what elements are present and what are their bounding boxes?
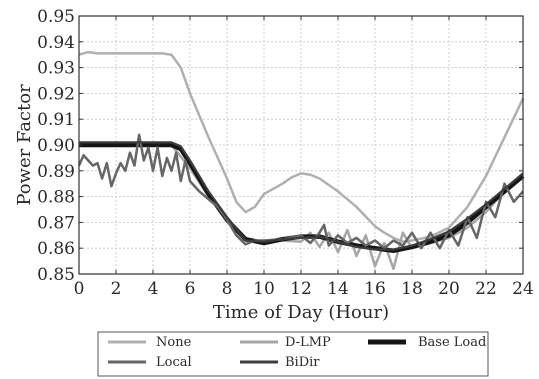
x-tick-label: 12 [290,279,312,299]
x-tick-label: 14 [327,279,349,299]
legend-label-d-lmp: D-LMP [285,335,331,350]
series-line-local [77,133,524,250]
legend-label-bidir: BiDir [285,355,320,370]
x-tick-label: 0 [74,279,85,299]
y-tick-label: 0.93 [37,59,75,79]
legend: None D-LMP Base Load Local BiDir [97,331,489,377]
x-tick-label: 18 [401,279,423,299]
legend-label-local: Local [156,355,192,370]
x-tick-label: 6 [185,279,196,299]
y-tick-label: 0.95 [37,7,75,27]
grid [79,16,523,274]
axis-ticks: 0.85 0.86 0.87 0.88 0.89 0.90 0.91 0.92 0.93 0.94… [37,7,534,299]
series-line-none [78,50,525,243]
legend-label-base-load: Base Load [418,335,486,350]
x-tick-label: 22 [475,279,497,299]
legend-label-none: None [156,335,192,350]
x-axis-label: Time of Day (Hour) [213,302,389,323]
x-tick-label: 8 [222,279,233,299]
y-tick-label: 0.87 [37,213,75,233]
y-tick-label: 0.90 [37,136,75,156]
y-tick-label: 0.85 [37,265,75,285]
y-tick-label: 0.91 [37,110,75,130]
series-lines [77,50,525,271]
x-tick-label: 4 [148,279,159,299]
y-tick-label: 0.89 [37,162,75,182]
y-tick-label: 0.94 [37,33,75,53]
x-tick-label: 10 [253,279,275,299]
x-tick-label: 2 [111,279,122,299]
series-line-d-lmp [79,143,524,271]
y-tick-label: 0.92 [37,84,75,104]
legend-box [97,331,489,377]
y-tick-label: 0.86 [37,239,75,259]
x-tick-label: 16 [364,279,386,299]
y-tick-label: 0.88 [37,188,75,208]
x-tick-label: 20 [438,279,460,299]
x-tick-label: 24 [512,279,534,299]
series-line-bidir [79,141,524,251]
y-axis-label: Power Factor [14,84,35,206]
